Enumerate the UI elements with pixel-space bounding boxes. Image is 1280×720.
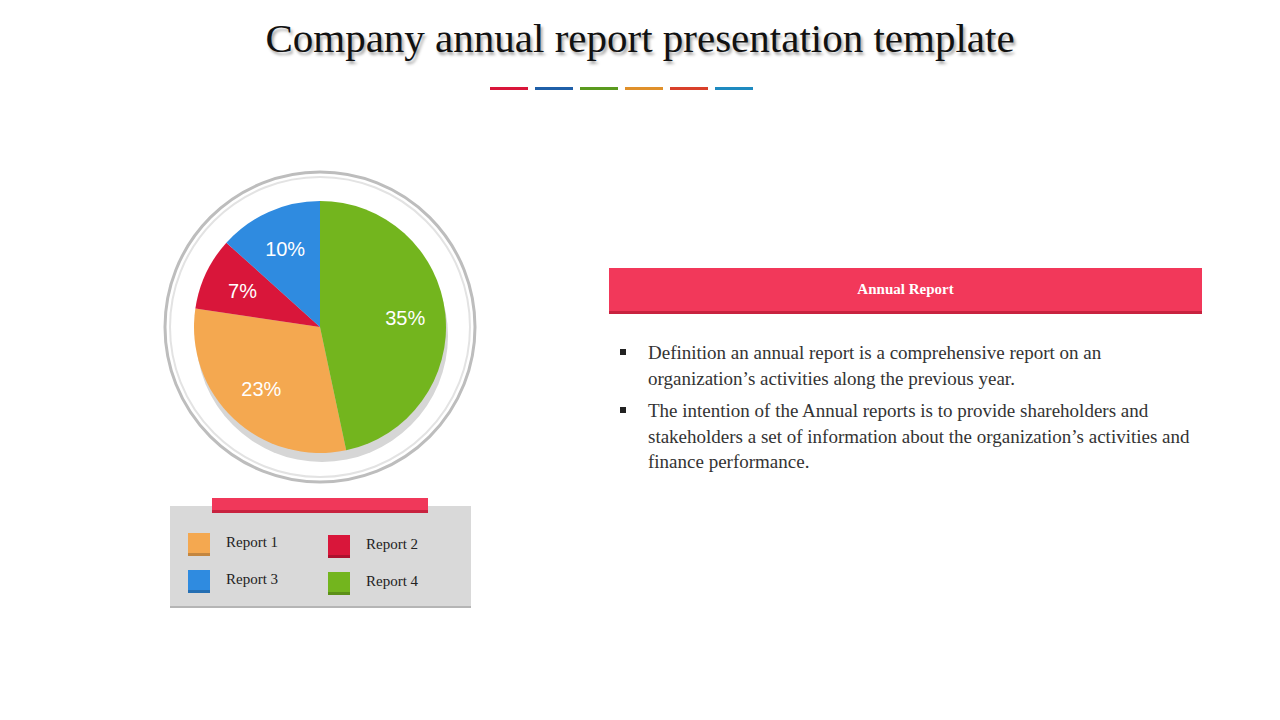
html-text:The intention of the Annual re: The intention of the Annual reports is t… xyxy=(648,400,1190,472)
html-text:Report 2: Report 2 xyxy=(366,536,419,552)
html-text:Annual Report: Annual Report xyxy=(857,281,954,297)
svg-text:35%: 35% xyxy=(385,307,425,329)
svg-text:10%: 10% xyxy=(265,238,305,260)
svg-text:23%: 23% xyxy=(241,378,281,400)
html-text:Report 4: Report 4 xyxy=(366,573,419,589)
html-text:Report 3: Report 3 xyxy=(226,571,279,587)
svg-text:7%: 7% xyxy=(228,280,257,302)
html-text:Company annual report presenta: Company annual report presentation templ… xyxy=(265,15,1015,61)
html-text:Report 1: Report 1 xyxy=(226,534,279,550)
html-text:Definition an annual report is: Definition an annual report is a compreh… xyxy=(648,342,1102,389)
